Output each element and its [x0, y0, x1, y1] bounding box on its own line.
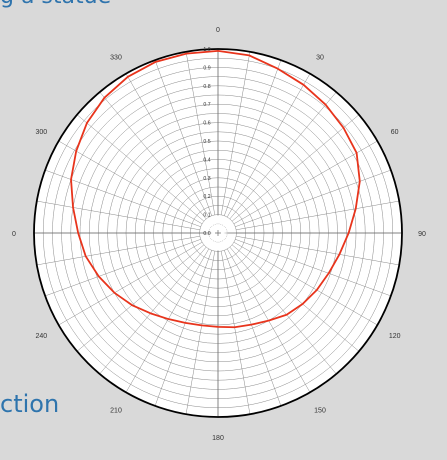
- angular-spoke: [185, 51, 216, 215]
- hub-ray: [200, 232, 216, 236]
- angle-tick-label: 210: [110, 408, 122, 415]
- radial-tick-label: 0.6: [203, 121, 210, 127]
- section-heading-fragment: ction: [0, 390, 60, 418]
- angular-spoke: [154, 250, 212, 406]
- header-text-fragment: g a statue: [0, 0, 111, 8]
- label-layer: 0.0 0.1 0.2 0.3 0.4 0.5 0.6 0.7 0.8 0.9 1.0 0 30 60 90…: [12, 27, 426, 442]
- angular-spoke: [233, 241, 378, 326]
- angular-spoke: [99, 246, 207, 375]
- angle-tick-label: 240: [35, 333, 47, 340]
- outer-circle: [33, 48, 403, 418]
- radial-tick-label: 0.3: [203, 176, 210, 182]
- angle-tick-label: 150: [314, 408, 326, 415]
- hub-ray: [220, 233, 234, 243]
- angular-spoke: [58, 140, 203, 225]
- hub-ray: [200, 230, 216, 234]
- hub-ray: [219, 220, 232, 232]
- radial-tick-label: 0.4: [203, 157, 210, 163]
- hub-ray: [207, 235, 217, 248]
- hub-ray: [218, 235, 223, 251]
- angular-spoke: [229, 91, 337, 220]
- hub-ray: [204, 234, 217, 246]
- hub-ray: [210, 235, 218, 250]
- hub-ray: [218, 235, 226, 250]
- radial-tick-label: 0.1: [203, 213, 210, 219]
- hub-ray: [207, 218, 217, 231]
- angular-spoke: [229, 246, 337, 375]
- series-line: [70, 49, 361, 329]
- angular-spoke: [235, 239, 391, 297]
- radial-tick-label: 0.2: [203, 194, 210, 200]
- radial-tick-label: 0.7: [203, 102, 210, 108]
- angular-spoke: [226, 73, 311, 218]
- angular-spoke: [220, 251, 251, 415]
- angular-spoke: [236, 235, 400, 266]
- angular-spoke: [235, 169, 391, 227]
- hub-ray: [218, 215, 223, 231]
- angular-spoke: [220, 51, 251, 215]
- angle-tick-label: 60: [391, 129, 399, 136]
- angular-spoke: [236, 200, 400, 231]
- angular-spoke: [231, 244, 360, 352]
- hub-ray: [213, 215, 218, 231]
- angular-spoke: [45, 239, 201, 297]
- hub-ray: [220, 233, 235, 239]
- angle-tick-label: 0: [12, 231, 16, 238]
- radial-tick-label: 1.0: [203, 47, 210, 53]
- angular-spoke: [99, 91, 207, 220]
- angular-spoke: [233, 140, 378, 225]
- hub-ray: [201, 227, 216, 233]
- hub-ray: [201, 233, 216, 239]
- hub-ray: [213, 235, 218, 251]
- angle-tick-label: 30: [316, 54, 324, 61]
- angular-spoke: [36, 235, 200, 266]
- angular-spoke: [58, 241, 203, 326]
- radial-tick-label: 0.9: [203, 65, 210, 71]
- angle-tick-label: 300: [35, 129, 47, 136]
- angle-tick-label: 90: [418, 231, 426, 238]
- data-layer: [70, 49, 361, 329]
- hub-ray: [219, 218, 229, 231]
- angular-spoke: [36, 200, 200, 231]
- hub-ray: [219, 235, 229, 248]
- angular-spoke: [224, 60, 282, 216]
- angle-tick-label: 180: [212, 435, 224, 442]
- angular-spoke: [76, 244, 205, 352]
- angular-spoke: [125, 248, 210, 393]
- hub-ray: [204, 220, 217, 232]
- angular-spoke: [76, 114, 205, 222]
- angular-spoke: [231, 114, 360, 222]
- hub-ray: [218, 216, 226, 231]
- radial-tick-label: 0.8: [203, 84, 210, 90]
- angular-spoke: [185, 251, 216, 415]
- hub-ray: [220, 232, 236, 236]
- angular-spoke: [125, 73, 210, 218]
- hub-ray: [202, 233, 216, 243]
- angle-tick-label: 120: [389, 333, 401, 340]
- radial-tick-label: 0.0: [203, 231, 210, 237]
- hub-ray: [220, 227, 235, 233]
- hub-ray: [210, 216, 218, 231]
- angular-spoke: [224, 250, 282, 406]
- angle-tick-label: 330: [110, 54, 122, 61]
- polar-grid: [33, 48, 403, 418]
- angular-spoke: [154, 60, 212, 216]
- radial-tick-label: 0.5: [203, 139, 210, 145]
- angle-tick-label: 0: [216, 27, 220, 34]
- hub-ray: [220, 223, 234, 233]
- hub-ray: [220, 230, 236, 234]
- hub-ray: [219, 234, 232, 246]
- hub-ray: [202, 223, 216, 233]
